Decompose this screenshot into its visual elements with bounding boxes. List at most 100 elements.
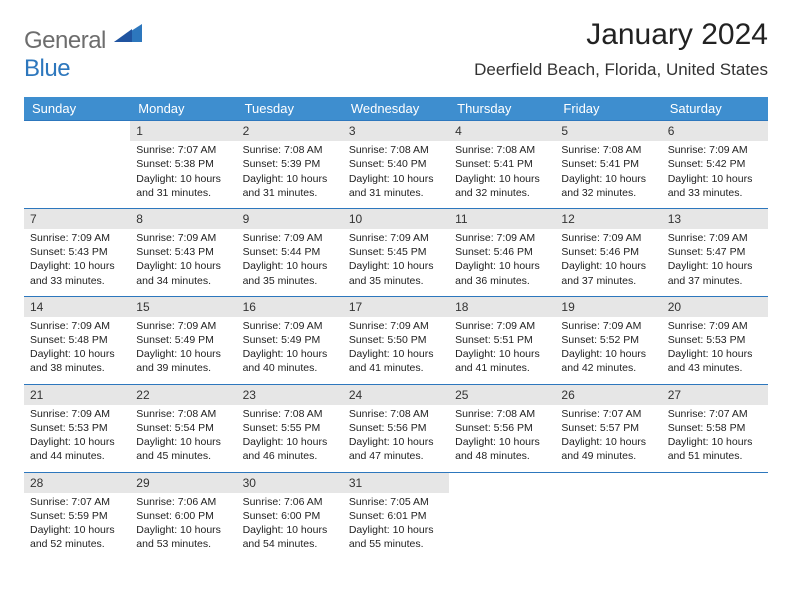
day-body: Sunrise: 7:05 AMSunset: 6:01 PMDaylight:… [343,493,449,560]
day-number: 7 [24,209,130,229]
calendar-cell: 12Sunrise: 7:09 AMSunset: 5:46 PMDayligh… [555,208,661,296]
day-number: 14 [24,297,130,317]
calendar-cell: 28Sunrise: 7:07 AMSunset: 5:59 PMDayligh… [24,472,130,559]
weekday-header: Friday [555,97,661,121]
calendar-cell [24,121,130,209]
calendar-cell: 16Sunrise: 7:09 AMSunset: 5:49 PMDayligh… [237,296,343,384]
day-number: 1 [130,121,236,141]
logo-text-general: General [24,27,106,54]
logo-text-blue: Blue [24,55,70,82]
day-number: 8 [130,209,236,229]
day-body: Sunrise: 7:07 AMSunset: 5:58 PMDaylight:… [662,405,768,472]
day-body: Sunrise: 7:08 AMSunset: 5:55 PMDaylight:… [237,405,343,472]
day-number: 2 [237,121,343,141]
calendar-cell: 9Sunrise: 7:09 AMSunset: 5:44 PMDaylight… [237,208,343,296]
day-body: Sunrise: 7:06 AMSunset: 6:00 PMDaylight:… [130,493,236,560]
weekday-header: Thursday [449,97,555,121]
calendar-cell: 11Sunrise: 7:09 AMSunset: 5:46 PMDayligh… [449,208,555,296]
day-body: Sunrise: 7:08 AMSunset: 5:41 PMDaylight:… [555,141,661,208]
day-number: 3 [343,121,449,141]
location: Deerfield Beach, Florida, United States [474,60,768,80]
calendar-cell: 30Sunrise: 7:06 AMSunset: 6:00 PMDayligh… [237,472,343,559]
day-number: 16 [237,297,343,317]
header: General Blue January 2024 Deerfield Beac… [24,18,768,83]
day-body: Sunrise: 7:09 AMSunset: 5:46 PMDaylight:… [449,229,555,296]
day-number: 17 [343,297,449,317]
day-body: Sunrise: 7:08 AMSunset: 5:40 PMDaylight:… [343,141,449,208]
calendar-cell: 17Sunrise: 7:09 AMSunset: 5:50 PMDayligh… [343,296,449,384]
day-number: 18 [449,297,555,317]
day-number: 5 [555,121,661,141]
day-body: Sunrise: 7:09 AMSunset: 5:47 PMDaylight:… [662,229,768,296]
day-number: 28 [24,473,130,493]
weekday-header-row: SundayMondayTuesdayWednesdayThursdayFrid… [24,97,768,121]
calendar-cell [662,472,768,559]
day-number: 21 [24,385,130,405]
calendar-week-row: 1Sunrise: 7:07 AMSunset: 5:38 PMDaylight… [24,121,768,209]
calendar-page: General Blue January 2024 Deerfield Beac… [0,0,792,577]
day-number: 19 [555,297,661,317]
calendar-cell: 5Sunrise: 7:08 AMSunset: 5:41 PMDaylight… [555,121,661,209]
day-number: 9 [237,209,343,229]
day-body: Sunrise: 7:08 AMSunset: 5:41 PMDaylight:… [449,141,555,208]
calendar-cell: 29Sunrise: 7:06 AMSunset: 6:00 PMDayligh… [130,472,236,559]
logo-triangle-icon [114,22,142,42]
day-body: Sunrise: 7:09 AMSunset: 5:43 PMDaylight:… [130,229,236,296]
day-number: 13 [662,209,768,229]
logo: General Blue [24,22,142,83]
weekday-header: Tuesday [237,97,343,121]
calendar-cell: 14Sunrise: 7:09 AMSunset: 5:48 PMDayligh… [24,296,130,384]
day-number: 23 [237,385,343,405]
day-body: Sunrise: 7:09 AMSunset: 5:53 PMDaylight:… [662,317,768,384]
calendar-week-row: 7Sunrise: 7:09 AMSunset: 5:43 PMDaylight… [24,208,768,296]
day-number: 6 [662,121,768,141]
day-number: 12 [555,209,661,229]
day-number: 31 [343,473,449,493]
day-body: Sunrise: 7:09 AMSunset: 5:49 PMDaylight:… [237,317,343,384]
day-body: Sunrise: 7:09 AMSunset: 5:49 PMDaylight:… [130,317,236,384]
calendar-cell: 22Sunrise: 7:08 AMSunset: 5:54 PMDayligh… [130,384,236,472]
day-number: 26 [555,385,661,405]
day-number: 29 [130,473,236,493]
calendar-cell: 18Sunrise: 7:09 AMSunset: 5:51 PMDayligh… [449,296,555,384]
calendar-cell [449,472,555,559]
calendar-cell: 27Sunrise: 7:07 AMSunset: 5:58 PMDayligh… [662,384,768,472]
calendar-cell: 2Sunrise: 7:08 AMSunset: 5:39 PMDaylight… [237,121,343,209]
day-number: 24 [343,385,449,405]
calendar-grid: SundayMondayTuesdayWednesdayThursdayFrid… [24,97,768,559]
day-body: Sunrise: 7:09 AMSunset: 5:42 PMDaylight:… [662,141,768,208]
day-number: 4 [449,121,555,141]
day-body: Sunrise: 7:07 AMSunset: 5:59 PMDaylight:… [24,493,130,560]
day-number: 10 [343,209,449,229]
day-body: Sunrise: 7:09 AMSunset: 5:43 PMDaylight:… [24,229,130,296]
calendar-cell: 31Sunrise: 7:05 AMSunset: 6:01 PMDayligh… [343,472,449,559]
calendar-week-row: 14Sunrise: 7:09 AMSunset: 5:48 PMDayligh… [24,296,768,384]
day-number: 15 [130,297,236,317]
day-body: Sunrise: 7:09 AMSunset: 5:53 PMDaylight:… [24,405,130,472]
calendar-cell: 19Sunrise: 7:09 AMSunset: 5:52 PMDayligh… [555,296,661,384]
day-number: 22 [130,385,236,405]
calendar-cell: 20Sunrise: 7:09 AMSunset: 5:53 PMDayligh… [662,296,768,384]
day-number: 20 [662,297,768,317]
calendar-cell: 26Sunrise: 7:07 AMSunset: 5:57 PMDayligh… [555,384,661,472]
calendar-cell: 21Sunrise: 7:09 AMSunset: 5:53 PMDayligh… [24,384,130,472]
day-body: Sunrise: 7:08 AMSunset: 5:39 PMDaylight:… [237,141,343,208]
calendar-cell: 13Sunrise: 7:09 AMSunset: 5:47 PMDayligh… [662,208,768,296]
day-body: Sunrise: 7:09 AMSunset: 5:50 PMDaylight:… [343,317,449,384]
day-body: Sunrise: 7:09 AMSunset: 5:45 PMDaylight:… [343,229,449,296]
calendar-week-row: 21Sunrise: 7:09 AMSunset: 5:53 PMDayligh… [24,384,768,472]
day-body: Sunrise: 7:07 AMSunset: 5:57 PMDaylight:… [555,405,661,472]
day-body: Sunrise: 7:08 AMSunset: 5:56 PMDaylight:… [449,405,555,472]
calendar-cell: 10Sunrise: 7:09 AMSunset: 5:45 PMDayligh… [343,208,449,296]
calendar-cell: 24Sunrise: 7:08 AMSunset: 5:56 PMDayligh… [343,384,449,472]
month-title: January 2024 [474,18,768,52]
calendar-cell: 4Sunrise: 7:08 AMSunset: 5:41 PMDaylight… [449,121,555,209]
day-body: Sunrise: 7:06 AMSunset: 6:00 PMDaylight:… [237,493,343,560]
calendar-cell: 7Sunrise: 7:09 AMSunset: 5:43 PMDaylight… [24,208,130,296]
weekday-header: Wednesday [343,97,449,121]
day-body: Sunrise: 7:09 AMSunset: 5:44 PMDaylight:… [237,229,343,296]
day-body: Sunrise: 7:07 AMSunset: 5:38 PMDaylight:… [130,141,236,208]
day-body: Sunrise: 7:09 AMSunset: 5:48 PMDaylight:… [24,317,130,384]
calendar-cell: 1Sunrise: 7:07 AMSunset: 5:38 PMDaylight… [130,121,236,209]
day-body: Sunrise: 7:08 AMSunset: 5:54 PMDaylight:… [130,405,236,472]
